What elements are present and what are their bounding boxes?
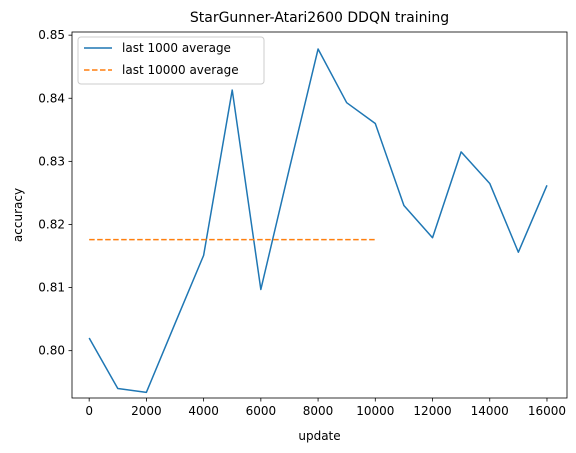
chart-title: StarGunner-Atari2600 DDQN training <box>190 10 449 26</box>
plot-area <box>71 31 568 399</box>
y-tick-label: 0.80 <box>38 344 65 358</box>
x-tick-label: 6000 <box>246 404 277 418</box>
x-tick-label: 0 <box>85 404 93 418</box>
y-axis-label: accuracy <box>11 188 25 242</box>
legend-label: last 1000 average <box>122 41 231 55</box>
y-tick-label: 0.81 <box>38 281 65 295</box>
legend-label: last 10000 average <box>122 63 239 77</box>
legend-box <box>77 36 265 85</box>
series-line-0 <box>88 48 548 394</box>
y-tick-label: 0.83 <box>38 154 65 168</box>
x-tick-label: 12000 <box>413 404 451 418</box>
x-tick-label: 4000 <box>188 404 219 418</box>
x-tick-label: 8000 <box>303 404 334 418</box>
y-axis-ticks: 0.80 0.81 0.82 0.83 0.84 0.85 <box>38 28 72 358</box>
y-tick-label: 0.85 <box>38 28 65 42</box>
plot-frame <box>71 31 568 399</box>
x-tick-label: 14000 <box>471 404 509 418</box>
x-axis-label: update <box>298 429 340 443</box>
x-tick-label: 16000 <box>528 404 566 418</box>
x-tick-label: 2000 <box>131 404 162 418</box>
x-axis-ticks: 0 2000 4000 6000 8000 10000 12000 14000 16000 <box>85 398 566 418</box>
y-tick-label: 0.84 <box>38 91 65 105</box>
x-tick-label: 10000 <box>356 404 394 418</box>
legend: last 1000 average last 10000 average <box>77 36 265 85</box>
y-tick-label: 0.82 <box>38 217 65 231</box>
